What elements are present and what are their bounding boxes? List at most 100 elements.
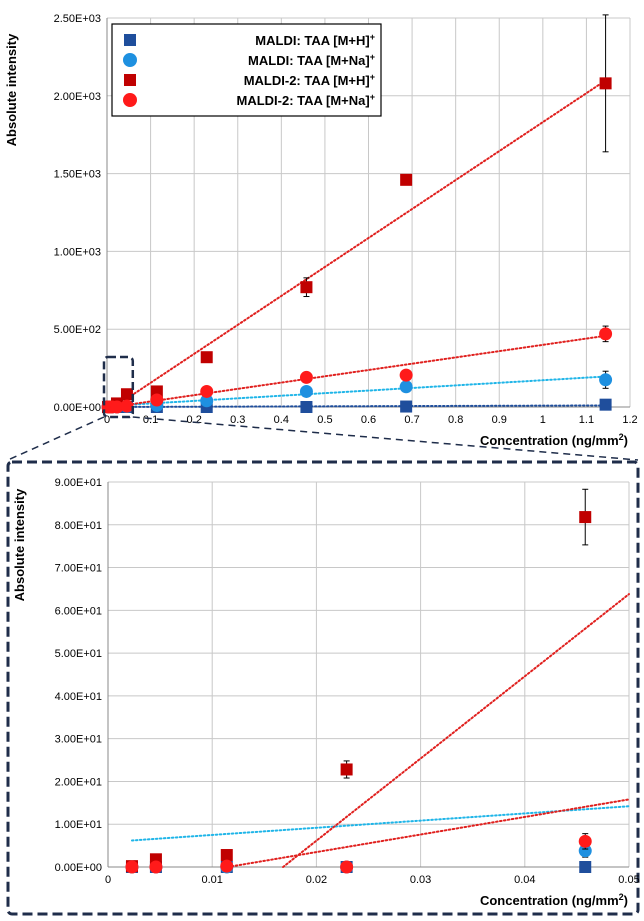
data-point-circle — [125, 860, 139, 874]
legend-marker-square — [124, 34, 136, 46]
y-tick-label: 6.00E+01 — [55, 605, 102, 617]
x-axis-title: Concentration (ng/mm2) — [480, 432, 628, 448]
chart-zoomed: 0 0.01 0.02 0.03 0.04 0.05 0.00E+00 1.00E+01 2.0… — [12, 477, 640, 908]
data-point-circle — [149, 860, 163, 874]
legend-label-sup: + — [370, 32, 375, 42]
legend-label-main: MALDI-2: TAA [M+H] — [244, 73, 370, 88]
y-tick-label: 2.00E+01 — [55, 776, 102, 788]
y-tick-label: 4.00E+01 — [55, 691, 102, 703]
data-point-circle — [110, 400, 124, 414]
y-axis-title: Absolute intensity — [4, 33, 19, 146]
x-axis-title-tail: ) — [624, 433, 628, 448]
x-tick-label: 0.7 — [404, 414, 419, 426]
x-tick-label: 0.8 — [448, 414, 463, 426]
data-point-circle — [599, 327, 613, 341]
data-point-square — [400, 173, 413, 186]
legend-marker-square — [124, 74, 136, 86]
y-tick-label: 9.00E+01 — [55, 477, 102, 489]
legend-label: MALDI: TAA [M+Na]+ — [248, 52, 375, 68]
zoom-connector-right — [132, 416, 639, 461]
legend-label: MALDI-2: TAA [M+Na]+ — [236, 92, 375, 108]
y-tick-label: 1.50E+03 — [54, 169, 101, 181]
data-point-circle — [200, 384, 214, 398]
data-point-circle — [150, 393, 164, 407]
trendline-series-3 — [226, 798, 630, 868]
y-tick-label: 5.00E+01 — [55, 648, 102, 660]
x-tick-label: 0.02 — [306, 874, 327, 886]
data-point-circle — [599, 373, 613, 387]
data-point-square — [200, 351, 213, 364]
x-tick-label: 0.2 — [187, 414, 202, 426]
x-tick-label: 0.3 — [230, 414, 245, 426]
x-tick-label: 1 — [540, 414, 546, 426]
y-tick-label: 0.00E+00 — [55, 862, 102, 874]
x-tick-label: 0.1 — [143, 414, 158, 426]
legend-marker-circle — [123, 93, 137, 107]
x-tick-label: 0.6 — [361, 414, 376, 426]
y-axis-title: Absolute intensity — [12, 488, 27, 601]
data-point-circle — [340, 860, 354, 874]
x-tick-label: 0.9 — [492, 414, 507, 426]
trendline-series-3 — [110, 334, 610, 408]
legend-label-main: MALDI-2: TAA [M+Na] — [236, 93, 369, 108]
y-tick-label: 5.00E+02 — [54, 324, 101, 336]
chart-overview: 0 0.1 0.2 0.3 0.4 0.5 0.6 0.7 0.8 0.9 1 1.1 1.2 0.00E… — [4, 13, 638, 448]
y-tick-label: 7.00E+01 — [55, 563, 102, 575]
legend-marker-circle — [123, 53, 137, 67]
data-point-square — [340, 763, 353, 776]
x-tick-label: 0.05 — [618, 874, 639, 886]
legend-label-sup: + — [370, 52, 375, 62]
zoom-region-indicator — [6, 355, 640, 916]
x-tick-label: 1.2 — [622, 414, 637, 426]
x-axis-title-main: Concentration (ng/mm — [480, 433, 619, 448]
legend-label-sup: + — [370, 72, 375, 82]
data-point-square — [300, 401, 313, 413]
data-point-circle — [399, 368, 413, 382]
data-point-circle — [200, 394, 214, 408]
y-tick-label: 2.50E+03 — [54, 13, 101, 25]
legend-box — [111, 23, 382, 117]
zoom-target-box — [6, 460, 640, 916]
x-axis-title-main: Concentration (ng/mm — [480, 893, 619, 908]
x-tick-label: 0 — [105, 874, 111, 886]
data-point-square — [220, 849, 233, 862]
zoom-source-box — [102, 355, 135, 419]
x-tick-label: 0 — [104, 414, 110, 426]
legend-label-main: MALDI: TAA [M+H] — [255, 33, 369, 48]
y-tick-label: 0.00E+00 — [54, 402, 101, 414]
x-axis-title-sup: 2 — [619, 432, 624, 442]
data-point-circle — [578, 834, 592, 848]
trendline-series-0 — [106, 404, 610, 408]
data-point-square — [120, 388, 133, 401]
legend-label: MALDI: TAA [M+H]+ — [255, 32, 375, 48]
data-point-circle — [220, 859, 234, 873]
data-point-circle — [578, 844, 592, 858]
data-point-square — [579, 861, 592, 873]
x-tick-label: 0.5 — [317, 414, 332, 426]
y-tick-label: 1.00E+01 — [55, 819, 102, 831]
data-point-circle — [120, 399, 134, 413]
data-point-square — [599, 77, 612, 90]
x-tick-label: 0.03 — [410, 874, 431, 886]
legend-label-sup: + — [370, 92, 375, 102]
y-tick-label: 3.00E+01 — [55, 734, 102, 746]
data-point-circle — [399, 380, 413, 394]
legend-label: MALDI-2: TAA [M+H]+ — [244, 72, 375, 88]
x-axis-title-sup: 2 — [619, 892, 624, 902]
trendline-series-2 — [282, 593, 630, 868]
data-point-circle — [299, 370, 313, 384]
x-axis-title: Concentration (ng/mm2) — [480, 892, 628, 908]
data-point-square — [400, 400, 413, 413]
x-tick-label: 0.01 — [201, 874, 222, 886]
x-tick-label: 1.1 — [579, 414, 594, 426]
x-tick-label: 0.04 — [514, 874, 535, 886]
trendline-series-2 — [113, 77, 610, 408]
data-point-square — [599, 398, 612, 411]
data-point-square — [300, 281, 313, 294]
y-tick-label: 1.00E+03 — [54, 246, 101, 258]
y-tick-label: 8.00E+01 — [55, 520, 102, 532]
trendline-series-1 — [130, 805, 630, 842]
zoom-connector-left — [7, 416, 105, 461]
legend-label-main: MALDI: TAA [M+Na] — [248, 53, 370, 68]
